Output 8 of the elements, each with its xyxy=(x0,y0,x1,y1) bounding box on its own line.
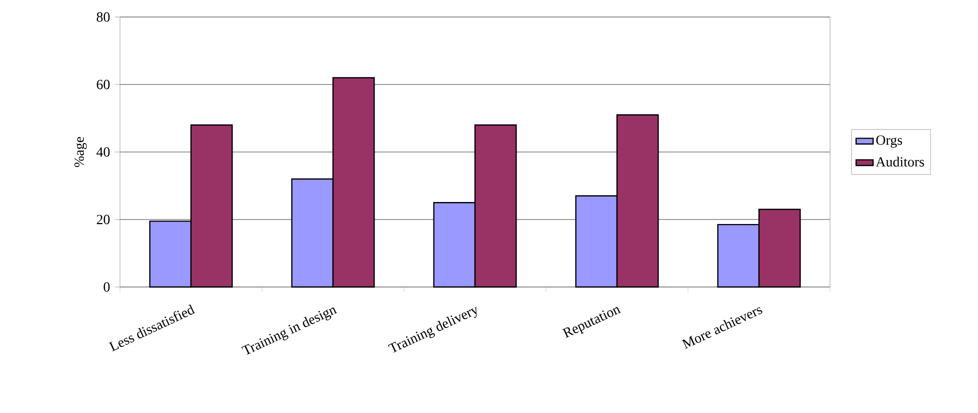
y-tick-label: 60 xyxy=(96,80,110,90)
legend-label: Auditors xyxy=(876,156,924,167)
y-axis-title: %age xyxy=(74,137,87,168)
y-tick-label: 80 xyxy=(96,12,110,22)
y-tick-label: 20 xyxy=(96,214,110,224)
y-tick-label: 40 xyxy=(96,147,110,157)
y-tick-label: 0 xyxy=(104,282,110,292)
legend-label: Orgs xyxy=(876,135,902,148)
